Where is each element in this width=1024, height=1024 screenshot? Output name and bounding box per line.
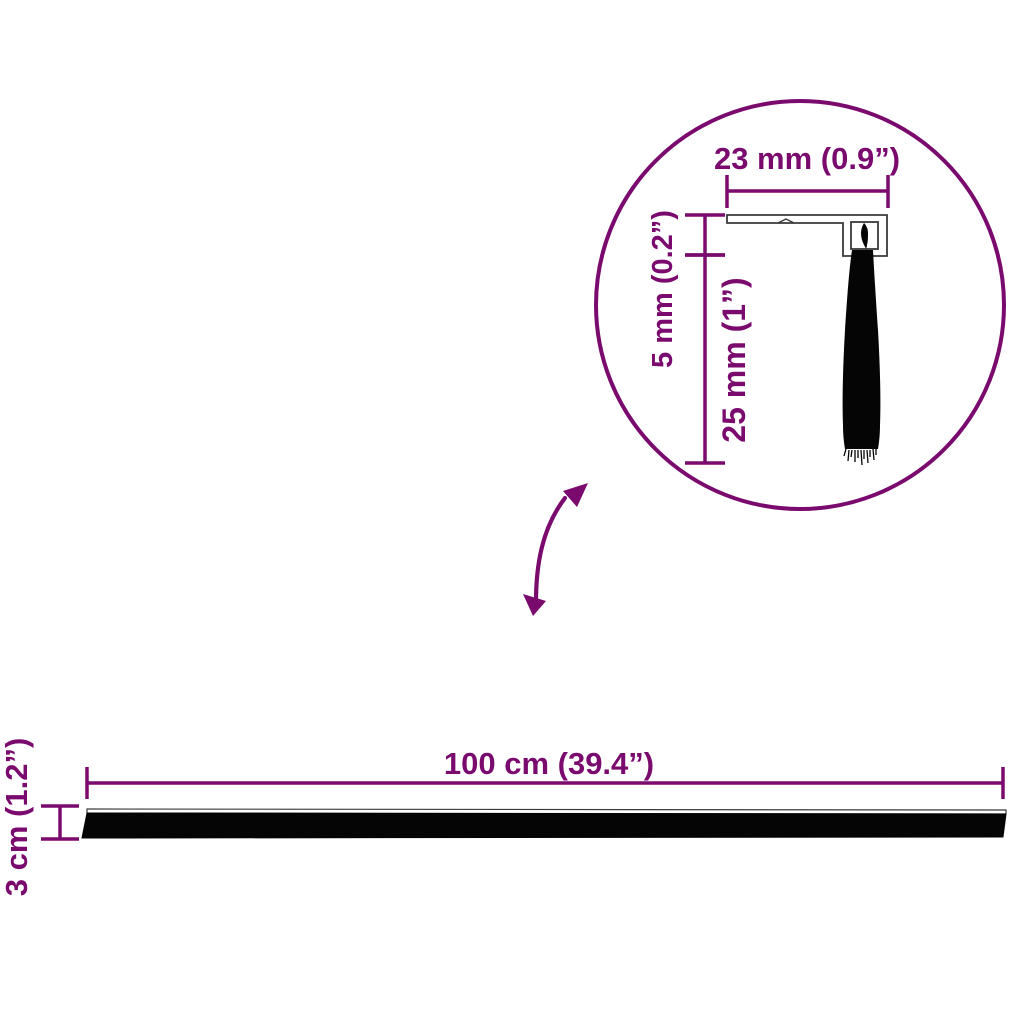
svg-text:100 cm (39.4”): 100 cm (39.4”) <box>444 746 654 781</box>
svg-text:3 cm (1.2”): 3 cm (1.2”) <box>0 738 34 897</box>
svg-text:25 mm (1”): 25 mm (1”) <box>716 277 752 442</box>
svg-text:23 mm (0.9”): 23 mm (0.9”) <box>714 141 900 176</box>
svg-text:5 mm (0.2”): 5 mm (0.2”) <box>647 210 679 368</box>
